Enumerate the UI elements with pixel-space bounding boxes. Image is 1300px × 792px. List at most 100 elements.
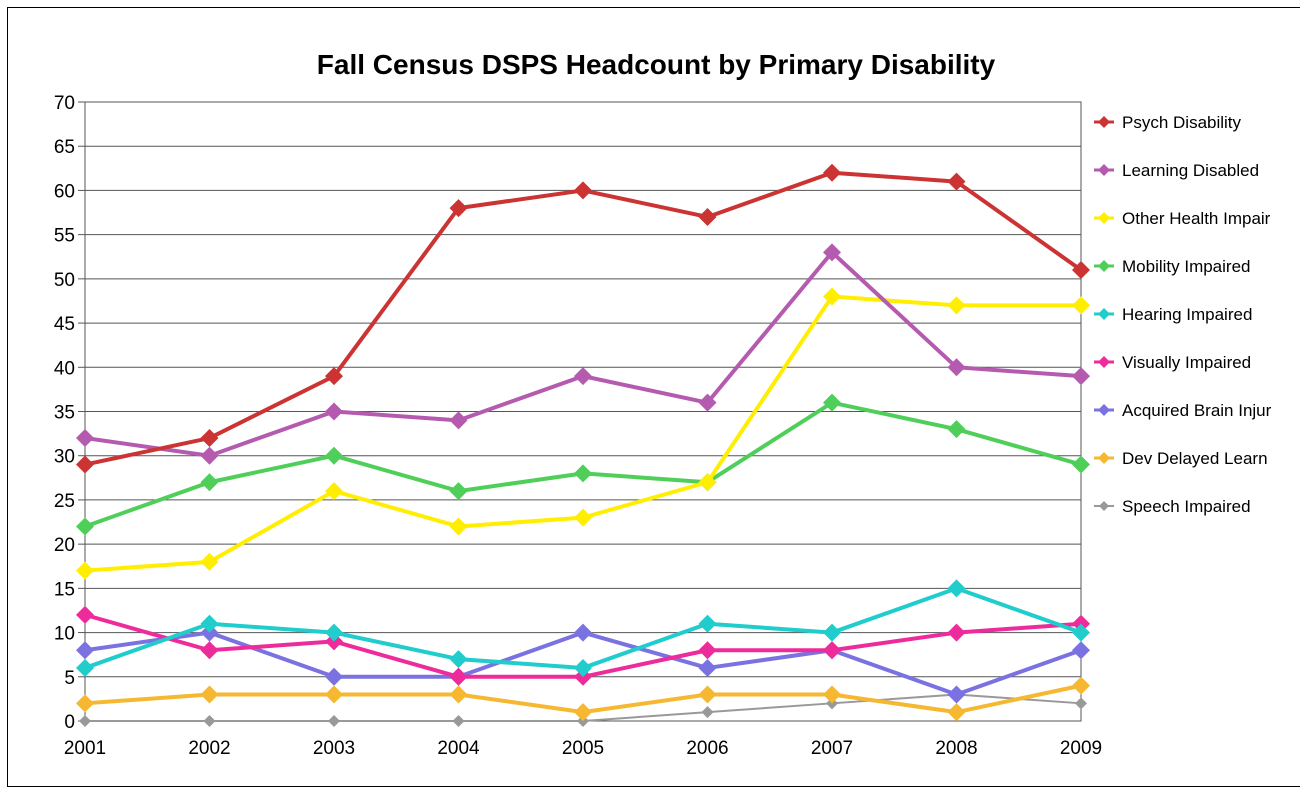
y-tick-label: 40 <box>54 358 75 379</box>
series-mobility-impaired <box>76 393 1090 536</box>
data-point <box>328 715 340 727</box>
data-point <box>701 706 714 719</box>
y-tick-label: 5 <box>64 668 75 689</box>
y-tick-label: 70 <box>54 93 75 114</box>
data-point <box>325 482 343 501</box>
data-point <box>947 420 966 439</box>
data-point <box>698 393 717 412</box>
legend-label: Visually Impaired <box>1122 353 1251 372</box>
data-point <box>574 658 592 677</box>
legend-marker <box>1099 501 1109 511</box>
y-tick-label: 15 <box>54 579 75 600</box>
data-point <box>698 641 717 660</box>
data-point <box>325 446 343 465</box>
data-point <box>698 473 717 492</box>
data-point <box>325 367 343 386</box>
legend-item: Other Health Impair <box>1094 209 1271 228</box>
data-point <box>200 473 219 492</box>
data-point <box>823 685 841 704</box>
data-point <box>1072 261 1090 280</box>
data-point <box>325 402 343 421</box>
x-tick-label: 2009 <box>1060 738 1102 759</box>
series-hearing-impaired <box>76 579 1090 677</box>
legend-label: Other Health Impair <box>1122 209 1271 228</box>
data-point <box>325 623 343 642</box>
data-point <box>76 561 94 580</box>
data-point <box>947 358 966 377</box>
chart-frame: Fall Census DSPS Headcount by Primary Di… <box>7 7 1300 787</box>
legend-label: Hearing Impaired <box>1122 305 1252 324</box>
data-point <box>449 667 468 686</box>
data-point <box>76 429 94 448</box>
data-point <box>574 367 592 386</box>
data-point <box>76 658 94 677</box>
chart-title: Fall Census DSPS Headcount by Primary Di… <box>317 49 996 80</box>
data-point <box>200 429 219 448</box>
data-point <box>1072 367 1090 386</box>
data-point <box>449 517 468 536</box>
line-chart: Fall Census DSPS Headcount by Primary Di… <box>54 49 1272 759</box>
legend-item: Psych Disability <box>1094 113 1242 132</box>
data-point <box>76 694 94 713</box>
legend-marker <box>1098 260 1110 272</box>
data-point <box>574 623 592 642</box>
data-point <box>574 508 592 527</box>
data-point <box>698 658 717 677</box>
x-tick-label: 2005 <box>562 738 604 759</box>
legend-marker <box>1098 356 1110 368</box>
data-point <box>200 685 219 704</box>
y-tick-label: 55 <box>54 226 75 247</box>
x-tick-label: 2006 <box>686 738 728 759</box>
data-point <box>947 172 966 191</box>
data-point <box>200 552 219 571</box>
legend: Psych Disability Learning Disabled Other H… <box>1094 113 1272 516</box>
legend-label: Speech Impaired <box>1122 497 1251 516</box>
legend-label: Mobility Impaired <box>1122 257 1251 276</box>
x-tick-label: 2007 <box>811 738 853 759</box>
data-point <box>947 296 966 315</box>
data-point <box>452 715 465 727</box>
x-tick-label: 2001 <box>64 738 106 759</box>
data-point <box>200 641 219 660</box>
series-line <box>84 170 1083 467</box>
series-psych-disability <box>76 163 1090 474</box>
data-point <box>823 163 841 182</box>
data-point <box>449 685 468 704</box>
data-point <box>449 482 468 501</box>
data-point <box>76 605 94 624</box>
series-dev-delayed-learn <box>76 676 1090 722</box>
data-point <box>823 641 841 660</box>
legend-item: Learning Disabled <box>1094 161 1259 180</box>
data-point <box>325 685 343 704</box>
data-point <box>698 207 717 226</box>
legend-marker <box>1098 308 1110 320</box>
legend-item: Hearing Impaired <box>1094 305 1252 324</box>
y-tick-label: 50 <box>54 270 75 291</box>
data-point <box>823 243 841 262</box>
data-point <box>1072 296 1090 315</box>
data-point <box>76 455 94 474</box>
data-point <box>1072 455 1090 474</box>
legend-item: Visually Impaired <box>1094 353 1251 372</box>
data-point <box>79 715 91 727</box>
legend-marker <box>1098 116 1110 128</box>
legend-label: Learning Disabled <box>1122 161 1259 180</box>
y-tick-label: 20 <box>54 535 75 556</box>
data-point <box>823 287 841 306</box>
legend-item: Dev Delayed Learn <box>1094 449 1268 468</box>
data-point <box>947 703 966 722</box>
series-learning-disabled <box>76 243 1090 465</box>
legend-label: Acquired Brain Injur <box>1122 401 1272 420</box>
y-tick-label: 65 <box>54 137 75 158</box>
legend-label: Dev Delayed Learn <box>1122 449 1268 468</box>
legend-marker <box>1098 404 1110 416</box>
legend-marker <box>1098 452 1110 464</box>
y-tick-label: 35 <box>54 403 75 424</box>
series-other-health-impair <box>76 287 1090 580</box>
x-tick-label: 2002 <box>188 738 230 759</box>
y-tick-label: 25 <box>54 491 75 512</box>
legend-item: Mobility Impaired <box>1094 257 1251 276</box>
data-point <box>574 181 592 200</box>
data-point <box>574 464 592 483</box>
data-point <box>76 641 94 660</box>
